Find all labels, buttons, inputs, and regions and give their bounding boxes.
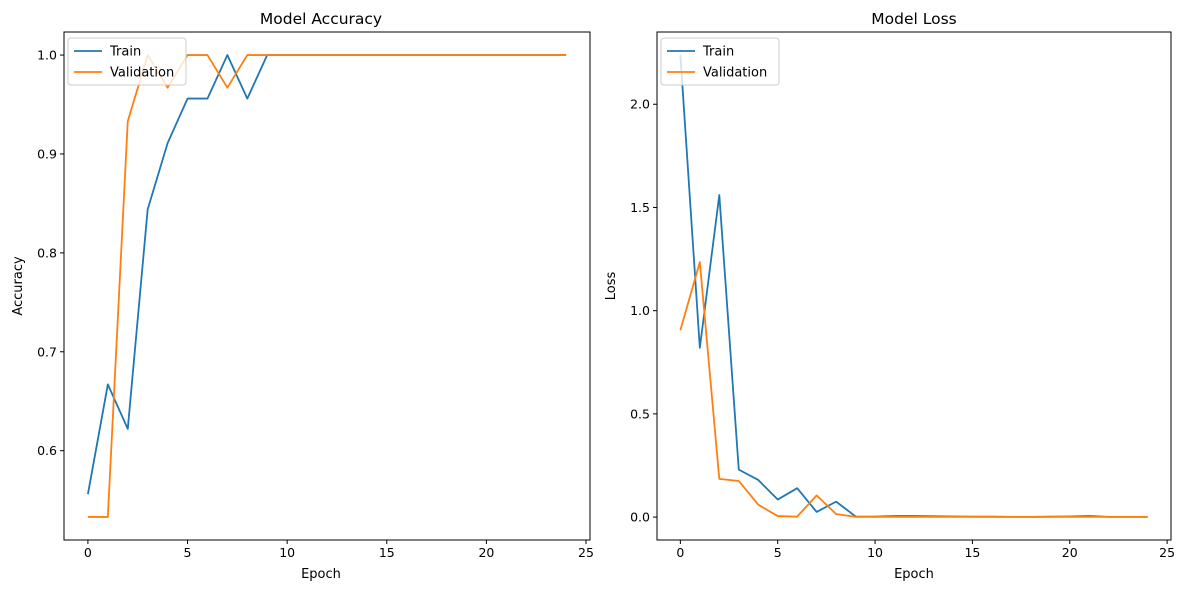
accuracy-y-tick-label: 1.0 bbox=[37, 48, 57, 63]
loss-plot-lines bbox=[679, 54, 1148, 518]
accuracy-y-tick-label: 0.6 bbox=[37, 443, 57, 458]
accuracy-ticks: 0 5 10 15 20 25 0.6 0.7 0.8 0.9 1.0 bbox=[37, 48, 594, 560]
accuracy-y-tick-label: 0.9 bbox=[37, 146, 57, 161]
loss-y-tick-label: 1.0 bbox=[630, 303, 650, 318]
loss-x-tick-label: 15 bbox=[964, 545, 980, 560]
accuracy-series-validation bbox=[87, 54, 567, 518]
accuracy-x-tick-label: 0 bbox=[84, 545, 92, 560]
loss-y-tick-label: 2.0 bbox=[630, 97, 650, 112]
accuracy-x-tick-label: 5 bbox=[184, 545, 192, 560]
loss-x-tick-label: 20 bbox=[1062, 545, 1078, 560]
loss-ticks: 0 5 10 15 20 25 0.0 0.5 1.0 1.5 2.0 bbox=[630, 97, 1175, 560]
loss-x-axis-label: Epoch bbox=[894, 567, 934, 582]
accuracy-x-axis-label: Epoch bbox=[301, 567, 341, 582]
loss-series-train bbox=[679, 54, 1148, 518]
accuracy-x-tick-label: 25 bbox=[578, 545, 594, 560]
accuracy-chart-title: Model Accuracy bbox=[260, 10, 382, 28]
loss-plot-frame bbox=[656, 31, 1172, 541]
accuracy-legend-box bbox=[67, 37, 187, 86]
loss-x-tick-label: 5 bbox=[774, 545, 782, 560]
accuracy-legend-label-train: Train bbox=[109, 45, 141, 60]
accuracy-plot-lines bbox=[87, 54, 567, 518]
loss-legend-box bbox=[660, 37, 780, 86]
accuracy-legend: Train Validation bbox=[67, 37, 187, 86]
accuracy-x-tick-label: 10 bbox=[279, 545, 295, 560]
loss-x-tick-label: 25 bbox=[1159, 545, 1175, 560]
loss-chart: Model Loss Epoch Loss 0 5 10 15 20 25 0.0 0.5 1.… bbox=[604, 10, 1175, 582]
loss-x-tick-label: 0 bbox=[676, 545, 684, 560]
accuracy-legend-label-validation: Validation bbox=[110, 66, 174, 81]
accuracy-y-tick-label: 0.8 bbox=[37, 245, 57, 260]
accuracy-y-axis-label: Accuracy bbox=[11, 256, 26, 316]
loss-y-tick-label: 0.5 bbox=[630, 406, 650, 421]
loss-y-tick-label: 1.5 bbox=[630, 200, 650, 215]
loss-x-tick-label: 10 bbox=[867, 545, 883, 560]
loss-legend-label-validation: Validation bbox=[703, 66, 767, 81]
accuracy-y-tick-label: 0.7 bbox=[37, 344, 57, 359]
loss-legend: Train Validation bbox=[660, 37, 780, 86]
accuracy-x-tick-label: 20 bbox=[478, 545, 494, 560]
loss-y-tick-label: 0.0 bbox=[630, 510, 650, 525]
loss-y-axis-label: Loss bbox=[604, 272, 619, 301]
loss-series-validation bbox=[679, 261, 1148, 518]
accuracy-plot-frame bbox=[63, 31, 591, 541]
accuracy-chart: Model Accuracy Epoch Accuracy 0 5 10 15 20 25… bbox=[11, 10, 594, 582]
accuracy-x-tick-label: 15 bbox=[379, 545, 395, 560]
accuracy-series-train bbox=[87, 54, 567, 495]
loss-chart-title: Model Loss bbox=[871, 10, 956, 28]
loss-legend-label-train: Train bbox=[702, 45, 734, 60]
